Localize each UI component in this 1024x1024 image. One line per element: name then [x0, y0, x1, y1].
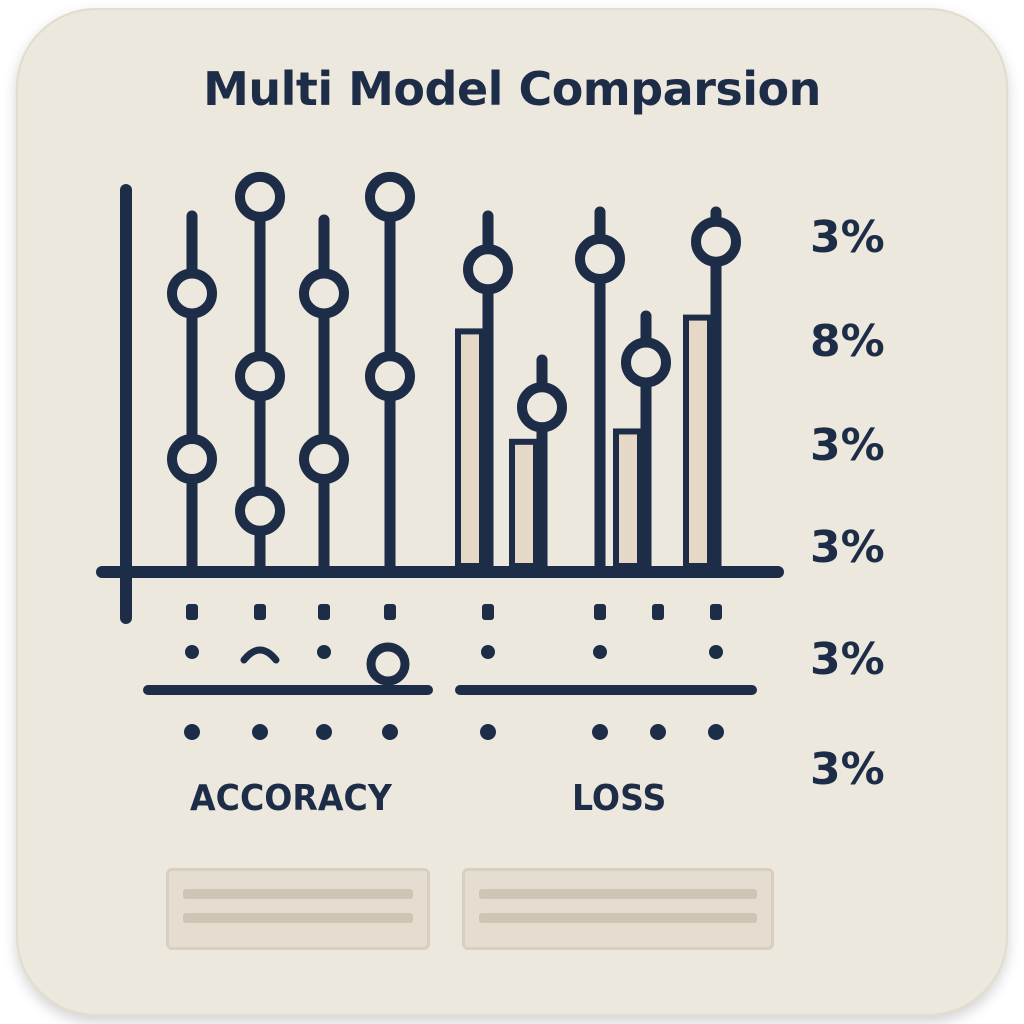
baseline-marker — [366, 642, 410, 686]
data-point — [691, 216, 741, 267]
percent-label: 3% — [810, 634, 885, 685]
dot — [254, 604, 266, 620]
data-point — [235, 485, 285, 536]
dot — [650, 724, 666, 740]
dot — [594, 604, 606, 620]
percent-label: 3% — [810, 744, 885, 795]
dot — [384, 604, 396, 620]
legend-swatch-loss — [462, 868, 774, 950]
data-point — [299, 434, 349, 485]
percent-label: 3% — [810, 522, 885, 573]
percent-label: 3% — [810, 420, 885, 471]
data-point — [299, 268, 349, 319]
data-point — [365, 351, 415, 402]
series-bar — [455, 328, 485, 569]
legend-swatch-accuracy — [166, 868, 430, 950]
dot — [710, 604, 722, 620]
dot — [708, 724, 724, 740]
category-label-loss: LOSS — [572, 778, 667, 819]
dot — [593, 645, 607, 659]
percent-label: 8% — [810, 316, 885, 367]
data-point — [167, 268, 217, 319]
dot — [482, 604, 494, 620]
series-bar — [509, 438, 539, 569]
dot — [186, 604, 198, 620]
dot — [252, 724, 268, 740]
data-point — [463, 244, 513, 295]
data-point — [235, 171, 285, 222]
legend-bar — [479, 889, 757, 899]
category-label-accuracy: ACCORACY — [190, 778, 392, 819]
dot — [652, 604, 664, 620]
dot — [382, 724, 398, 740]
data-point — [167, 434, 217, 485]
percent-label: 3% — [810, 212, 885, 263]
data-point — [575, 233, 625, 284]
chart-title: Multi Model Comparsion — [203, 62, 821, 116]
dot — [184, 724, 200, 740]
series-bar — [683, 314, 713, 569]
dot — [316, 724, 332, 740]
data-point — [517, 382, 567, 433]
dot — [480, 724, 496, 740]
legend-bar — [183, 913, 413, 923]
data-point — [235, 351, 285, 402]
legend-bar — [183, 889, 413, 899]
dot — [317, 645, 331, 659]
dot — [185, 645, 199, 659]
data-point — [365, 171, 415, 222]
data-point — [621, 337, 671, 388]
arc-mark — [240, 646, 280, 664]
dot — [592, 724, 608, 740]
dot — [709, 645, 723, 659]
legend-bar — [479, 913, 757, 923]
dot-marks — [184, 604, 724, 740]
series-bar — [613, 428, 643, 570]
dot — [318, 604, 330, 620]
dot — [481, 645, 495, 659]
